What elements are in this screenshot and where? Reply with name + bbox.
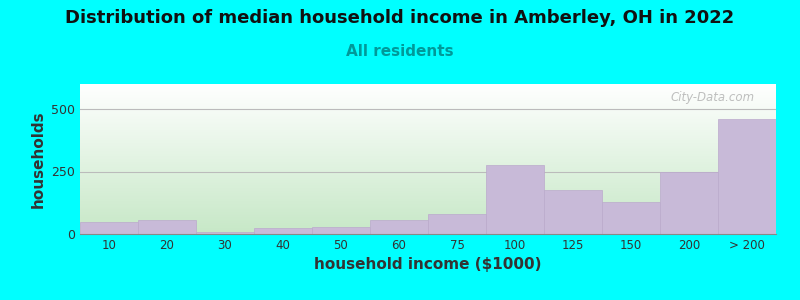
X-axis label: household income ($1000): household income ($1000) [314,257,542,272]
Bar [544,190,602,234]
Bar [660,172,718,234]
Bar [486,165,544,234]
Bar [370,220,428,234]
Bar [428,214,486,234]
Bar [312,226,370,234]
Text: City-Data.com: City-Data.com [671,92,755,104]
Bar [80,221,138,234]
Bar [254,228,312,234]
Bar [602,202,660,234]
Y-axis label: households: households [30,110,46,208]
Bar [138,220,196,234]
Text: All residents: All residents [346,44,454,59]
Text: Distribution of median household income in Amberley, OH in 2022: Distribution of median household income … [66,9,734,27]
Bar [718,119,776,234]
Bar [196,232,254,234]
